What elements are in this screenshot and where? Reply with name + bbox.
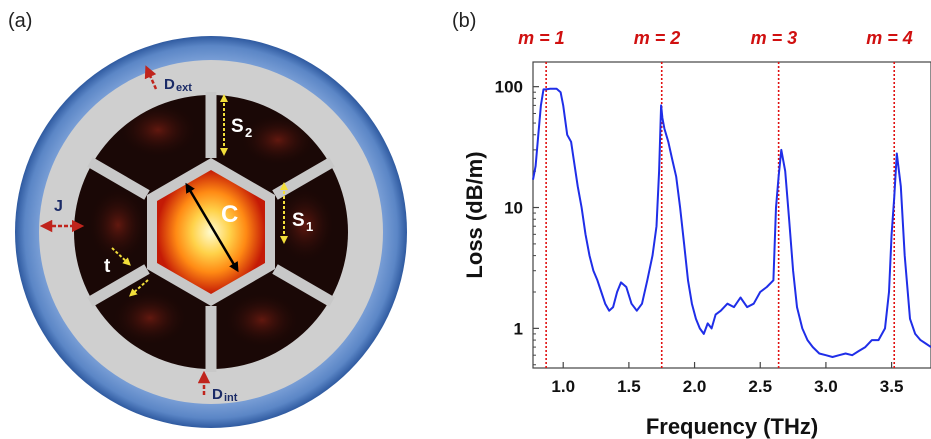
resonance-label: m = 4 [866, 28, 913, 48]
y-tick-label: 1 [514, 319, 523, 338]
x-tick-label: 2.5 [748, 377, 772, 396]
panel-label-a: (a) [8, 10, 33, 32]
x-tick-label: 1.0 [551, 377, 575, 396]
cell-mode-blobs [88, 102, 335, 348]
s1-subscript: 1 [306, 219, 313, 234]
s2-subscript: 2 [245, 125, 252, 140]
fiber-schematic: C S 2 S 1 t J D ext D int [15, 36, 407, 428]
loss-curve [532, 87, 931, 358]
d-int-subscript: int [224, 392, 238, 404]
t-label: t [104, 256, 111, 277]
resonance-markers: m = 1 m = 2 m = 3 m = 4 [518, 28, 913, 368]
d-ext-subscript: ext [176, 82, 192, 94]
t-arrow-inner [128, 279, 149, 297]
j-label: J [54, 198, 63, 215]
t-arrow-outer [111, 247, 131, 266]
x-tick-label: 1.5 [617, 377, 641, 396]
s1-label: S [292, 210, 305, 231]
s2-label: S [231, 116, 244, 137]
x-axis-ticks: 1.0 1.5 2.0 2.5 3.0 3.5 [551, 362, 903, 396]
y-tick-label: 100 [495, 78, 523, 97]
panel-label-b: (b) [452, 10, 477, 32]
d-ext-arrow [144, 65, 158, 90]
resonance-label: m = 1 [518, 28, 565, 48]
y-tick-label: 10 [504, 199, 523, 218]
plot-frame [532, 61, 931, 369]
resonance-label: m = 3 [751, 28, 798, 48]
d-ext-label: D [164, 76, 175, 93]
resonance-label: m = 2 [634, 28, 681, 48]
x-tick-label: 3.0 [814, 377, 838, 396]
core-label: C [221, 201, 238, 228]
x-axis-title: Frequency (THz) [646, 414, 818, 439]
d-int-label: D [212, 386, 223, 403]
y-axis-ticks: 1 10 100 [495, 78, 539, 366]
x-tick-label: 2.0 [683, 377, 707, 396]
x-tick-label: 3.5 [880, 377, 904, 396]
y-axis-title: Loss (dB/m) [462, 151, 487, 278]
core-diameter-arrow [185, 182, 239, 273]
